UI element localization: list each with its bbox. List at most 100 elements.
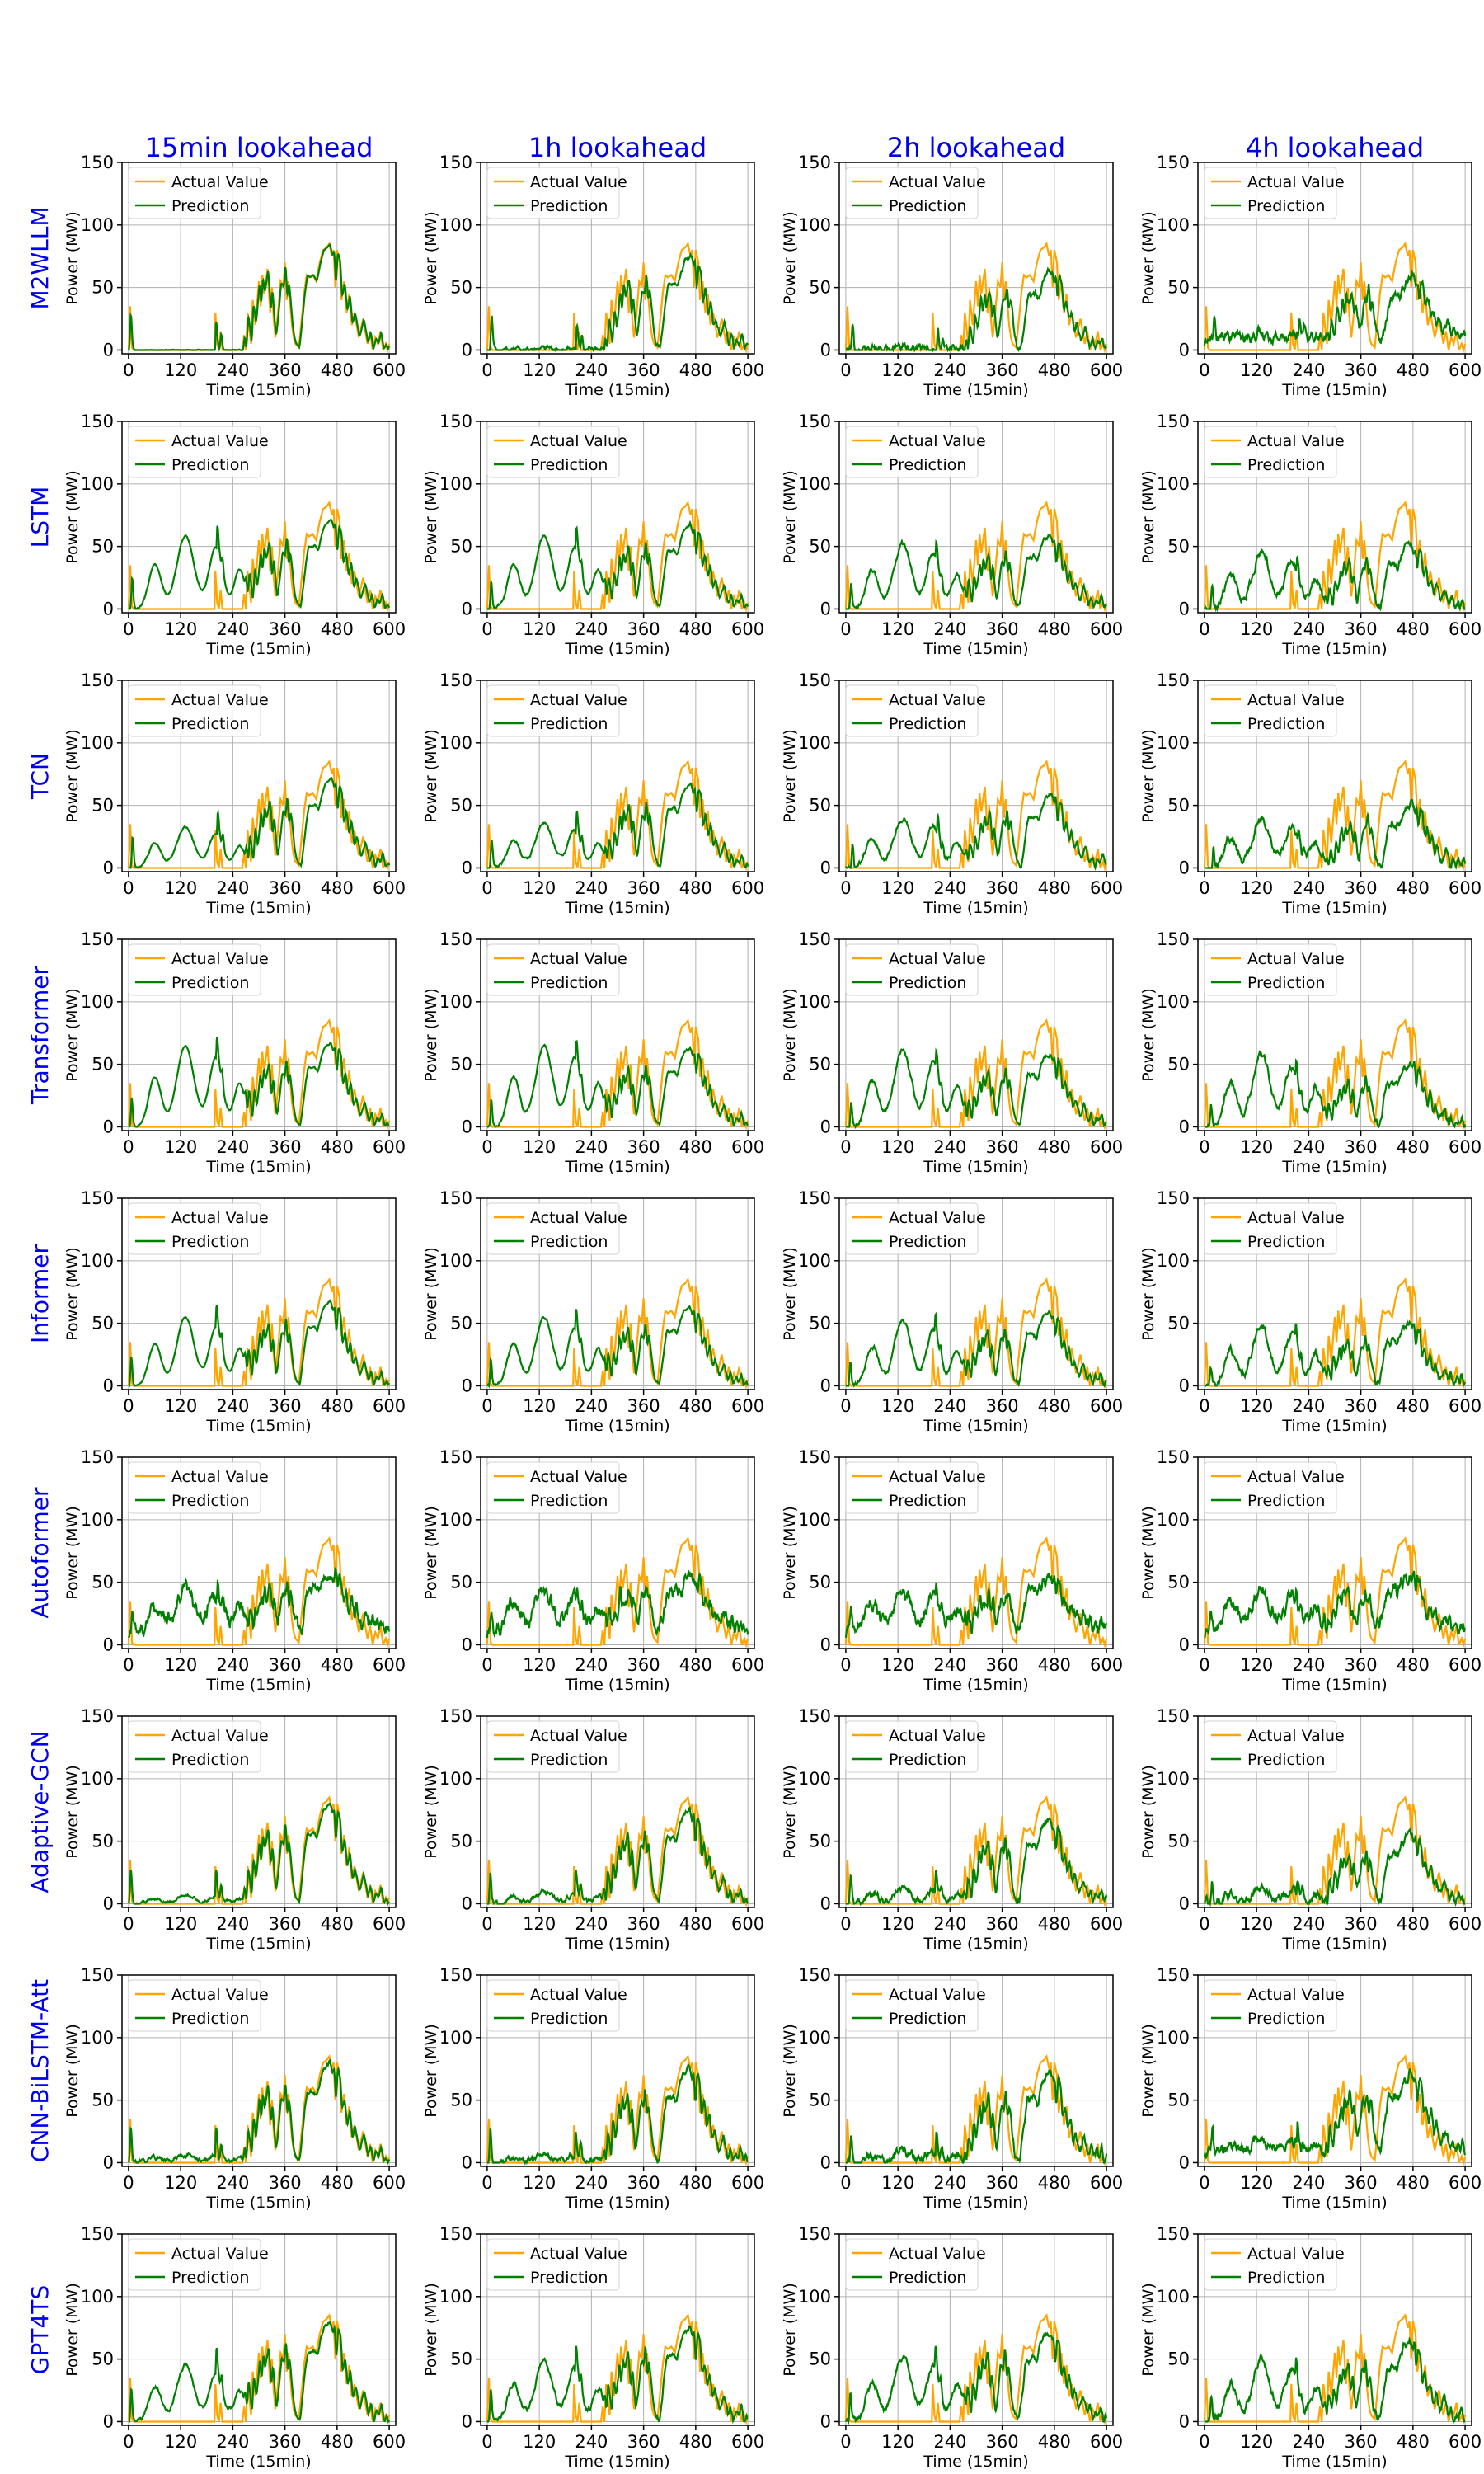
column-title: 1h lookahead	[528, 132, 707, 163]
x-tick-label: 240	[933, 1137, 966, 1157]
x-tick-label: 480	[679, 360, 712, 380]
x-tick-label: 240	[575, 2173, 608, 2193]
legend-label: Actual Value	[530, 950, 627, 968]
y-tick-label: 50	[450, 2349, 472, 2369]
y-axis-label: Power (MW)	[422, 1765, 440, 1859]
legend-label: Prediction	[1247, 2010, 1325, 2028]
x-tick-label: 480	[321, 878, 354, 898]
y-tick-label: 150	[439, 1188, 472, 1208]
x-tick-label: 480	[679, 2432, 712, 2452]
x-axis-label: Time (15min)	[923, 1935, 1028, 1953]
axes-frame	[121, 2233, 397, 2426]
y-axis-label: Power (MW)	[1139, 470, 1158, 564]
x-tick-label: 360	[269, 2173, 302, 2193]
x-tick-label: 600	[373, 2432, 406, 2452]
x-axis-label: Time (15min)	[205, 1676, 311, 1694]
series-line-prediction	[1204, 1570, 1466, 1639]
legend-label: Actual Value	[889, 173, 986, 191]
y-tick-label: 50	[809, 2091, 831, 2110]
y-tick-label: 50	[92, 2091, 114, 2110]
x-tick-label: 360	[269, 1655, 302, 1675]
y-tick-label: 150	[1157, 1706, 1190, 1726]
y-tick-label: 0	[1179, 858, 1190, 877]
y-tick-label: 0	[462, 1634, 472, 1654]
y-axis-label: Power (MW)	[63, 2283, 82, 2377]
legend-label: Prediction	[889, 2010, 966, 2028]
legend-label: Actual Value	[1247, 950, 1345, 968]
x-tick-label: 120	[164, 2432, 197, 2452]
x-tick-label: 240	[216, 619, 249, 639]
y-tick-label: 100	[81, 992, 114, 1012]
y-tick-label: 150	[1157, 1447, 1190, 1467]
x-axis-label: Time (15min)	[1281, 1676, 1387, 1694]
x-tick-label: 480	[679, 1655, 712, 1675]
y-tick-label: 0	[1179, 1117, 1190, 1136]
x-tick-label: 600	[1449, 1396, 1482, 1416]
x-tick-label: 0	[123, 2173, 134, 2193]
x-tick-label: 120	[881, 360, 914, 380]
x-tick-label: 240	[575, 1914, 608, 1934]
legend-label: Prediction	[171, 1233, 249, 1251]
y-tick-label: 150	[798, 1965, 831, 1985]
x-tick-label: 240	[1292, 1396, 1325, 1416]
legend: Actual Value Prediction	[845, 1202, 986, 1255]
legend-label: Actual Value	[1247, 1209, 1345, 1227]
legend-label: Actual Value	[889, 691, 986, 709]
x-tick-label: 0	[481, 619, 492, 639]
series-line-prediction	[486, 1806, 749, 1905]
x-tick-label: 0	[840, 2173, 851, 2193]
y-tick-label: 100	[439, 1769, 472, 1789]
x-tick-label: 0	[1199, 619, 1209, 639]
legend: Actual Value Prediction	[845, 684, 986, 737]
legend-label: Prediction	[171, 2269, 249, 2287]
y-tick-label: 50	[1167, 537, 1190, 557]
y-tick-label: 150	[798, 412, 831, 431]
series-line-prediction	[845, 2068, 1108, 2166]
x-tick-label: 120	[164, 878, 197, 898]
axes-frame	[121, 1974, 397, 2167]
legend-label: Actual Value	[530, 432, 627, 450]
y-tick-label: 150	[798, 670, 831, 690]
series-line-actual-value	[1203, 1795, 1467, 1907]
x-tick-label: 0	[123, 878, 134, 898]
series-line-actual-value	[127, 1277, 391, 1390]
y-tick-label: 0	[1179, 2152, 1190, 2172]
x-tick-label: 240	[933, 2432, 966, 2452]
y-tick-label: 100	[439, 474, 472, 494]
x-tick-label: 0	[840, 1137, 851, 1157]
axes-frame	[1197, 162, 1472, 355]
legend: Actual Value Prediction	[486, 684, 627, 737]
x-tick-label: 600	[1449, 360, 1482, 380]
series-line-prediction	[845, 533, 1108, 611]
x-tick-label: 120	[164, 360, 197, 380]
subplot: 0 120 240 360 480 600 0 50 100 150 Time (15min) Pow…	[63, 929, 406, 1176]
x-tick-label: 120	[881, 2173, 914, 2193]
legend-label: Actual Value	[889, 1209, 986, 1227]
x-tick-label: 0	[840, 360, 851, 380]
x-tick-label: 360	[986, 2432, 1019, 2452]
legend-label: Actual Value	[1247, 1727, 1345, 1745]
x-tick-label: 360	[986, 1655, 1019, 1675]
x-axis-label: Time (15min)	[923, 1417, 1028, 1435]
x-tick-label: 120	[164, 1137, 197, 1157]
axes-frame	[480, 1456, 755, 1649]
y-axis-label: Power (MW)	[1139, 2024, 1158, 2118]
x-tick-label: 600	[1090, 878, 1123, 898]
x-tick-label: 360	[1345, 619, 1378, 639]
axes-frame	[838, 162, 1114, 355]
y-axis-label: Power (MW)	[781, 2283, 799, 2377]
legend: Actual Value Prediction	[1204, 943, 1345, 996]
x-tick-label: 0	[481, 1137, 492, 1157]
legend-label: Actual Value	[889, 1986, 986, 2004]
y-tick-label: 50	[809, 537, 831, 557]
y-tick-label: 100	[439, 733, 472, 753]
series-line-prediction	[128, 1037, 390, 1128]
column-title: 15min lookahead	[145, 132, 373, 163]
series-line-actual-value	[844, 1018, 1108, 1131]
series-line-prediction	[1203, 269, 1467, 347]
x-tick-label: 360	[269, 1914, 302, 1934]
y-tick-label: 0	[1179, 599, 1190, 618]
row-title: Autoformer	[26, 1487, 54, 1619]
y-axis-label: Power (MW)	[781, 1506, 799, 1600]
x-tick-label: 0	[1199, 1914, 1209, 1934]
